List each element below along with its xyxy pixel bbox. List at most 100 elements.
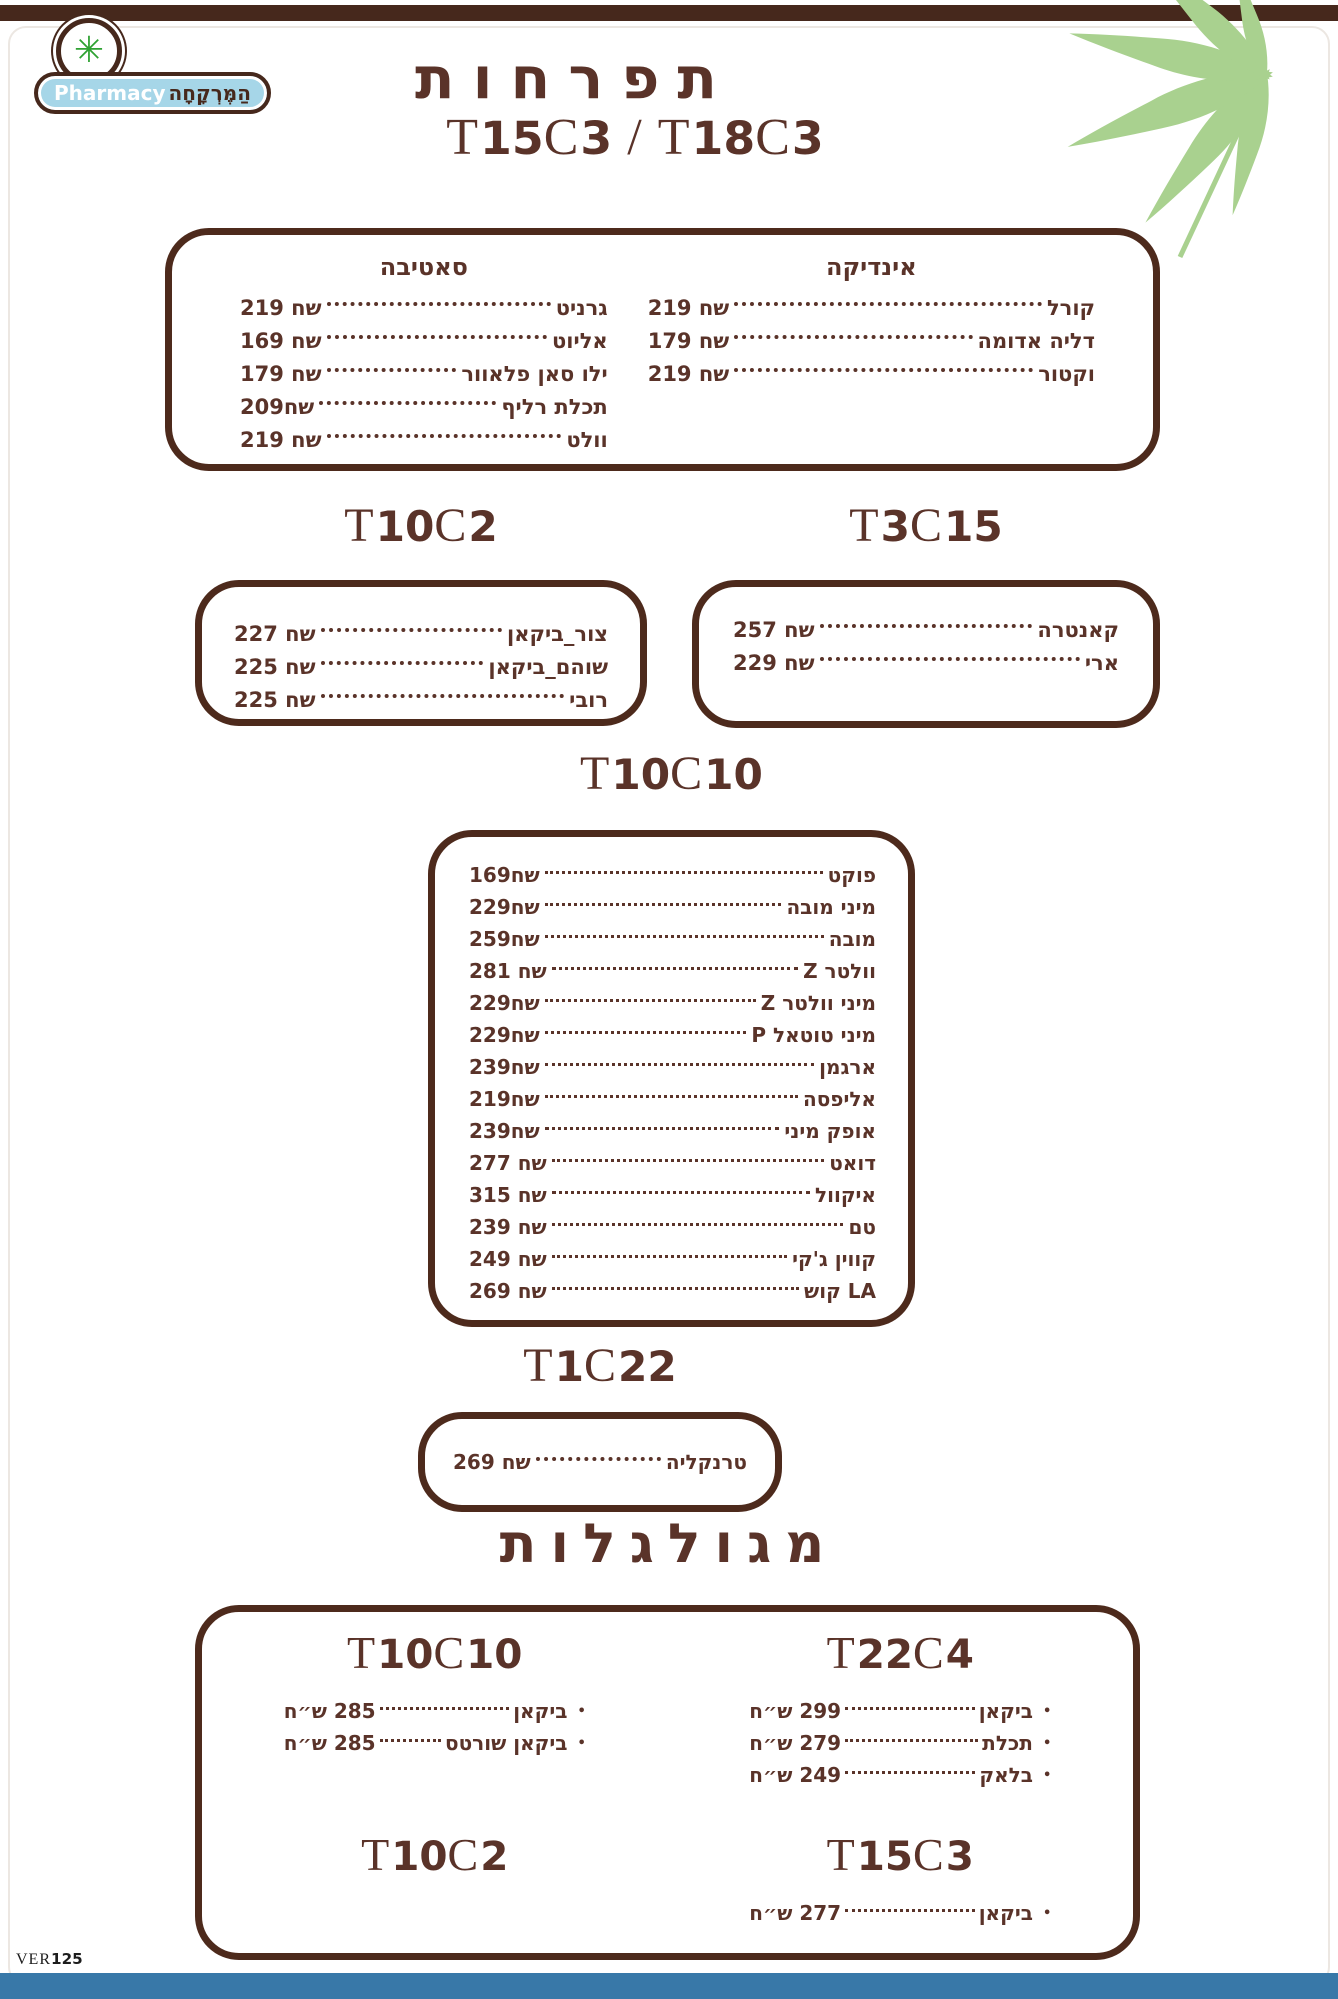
item-price: שח 169 — [240, 328, 322, 353]
item-price: שח219 — [469, 1087, 540, 1111]
item-price: שח 219 — [647, 295, 730, 320]
dotted-leader — [551, 1158, 825, 1162]
dotted-leader — [544, 998, 756, 1002]
item-price: שח 239 — [469, 1215, 547, 1239]
dotted-leader — [320, 628, 502, 632]
menu-item-row: קווין ג'קי שח 249 — [469, 1243, 876, 1275]
item-price: 277 ש״ח — [749, 1901, 842, 1925]
item-name: קורל — [1046, 295, 1095, 320]
item-price: שח 219 — [240, 427, 322, 452]
item-name: מיני טוטאל P — [751, 1023, 876, 1047]
item-price: שח229 — [469, 1023, 540, 1047]
rolled-section-title: מגולגלות — [499, 1512, 839, 1575]
item-price: שח 277 — [469, 1151, 547, 1175]
menu-item-row: אליוט שח 169 — [240, 324, 608, 357]
item-name: מיני וולטר Z — [760, 991, 876, 1015]
menu-item-row: ביקאן 285 ש״ח — [284, 1695, 586, 1727]
t1c22-item-list: טרנקליה שח 269 — [453, 1446, 747, 1479]
dotted-leader — [379, 1706, 510, 1710]
section-title-t1c22: T1C22 — [523, 1339, 677, 1392]
dotted-leader — [379, 1738, 441, 1742]
indica-header: אינדיקה — [825, 253, 917, 281]
item-name: ארי — [1084, 650, 1119, 675]
dotted-leader — [326, 434, 562, 438]
item-price: שח239 — [469, 1055, 540, 1079]
dotted-leader — [326, 302, 551, 306]
pharmacy-logo: ✳ Pharmacy הַמֶּרְקָחָה — [34, 18, 271, 114]
item-price: שח 229 — [733, 650, 815, 675]
menu-item-row: תכלת 279 ש״ח — [749, 1727, 1051, 1759]
item-price: שח 281 — [469, 959, 547, 983]
dotted-leader — [734, 302, 1042, 306]
item-name: קאנטרה — [1037, 617, 1119, 642]
item-price: שח 179 — [647, 328, 730, 353]
menu-item-row: בלאק 249 ש״ח — [749, 1759, 1051, 1791]
menu-item-row: טם שח 239 — [469, 1211, 876, 1243]
t22c4-item-list: ביקאן 299 ש״ח תכלת 279 ש״ח בלאק 249 ש״ח — [749, 1695, 1051, 1791]
item-name: דואט — [829, 1151, 876, 1175]
item-price: שח259 — [469, 927, 540, 951]
item-price: 249 ש״ח — [749, 1763, 842, 1787]
item-name: וולטר Z — [803, 959, 876, 983]
t3c15-menu-box: קאנטרה שח 257 ארי שח 229 — [692, 580, 1160, 728]
t10c2-item-list: צור_ביקאן שח 227 שוהם_ביקאן שח 225 רובי … — [234, 617, 608, 716]
dotted-leader — [734, 335, 973, 339]
t1c22-menu-box: טרנקליה שח 269 — [418, 1412, 782, 1512]
section-title-t10c2: T10C2 — [344, 499, 498, 552]
menu-item-row: מיני טוטאל P שח229 — [469, 1019, 876, 1051]
item-name: תכלת רליף — [501, 394, 608, 419]
item-price: שח 219 — [240, 295, 322, 320]
item-name: שוהם_ביקאן — [488, 654, 608, 679]
menu-item-row: ביקאן 277 ש״ח — [749, 1897, 1051, 1929]
menu-item-row: LA קוש שח 269 — [469, 1275, 876, 1307]
rolled-t10c10-item-list: ביקאן 285 ש״ח ביקאן שורטס 285 ש״ח — [284, 1695, 586, 1759]
item-name: רובי — [569, 687, 608, 712]
dotted-leader — [551, 1254, 788, 1258]
rolled-t10c10-section: T10C10 ביקאן 285 ש״ח ביקאן שורטס 285 ש״ח — [202, 1626, 668, 1824]
item-price: 285 ש״ח — [283, 1731, 376, 1755]
item-price: שח 225 — [234, 687, 316, 712]
t10c10-menu-box: פוקט שח169 מיני מובה שח229 מובה שח259 וו… — [428, 830, 915, 1327]
menu-item-row: מיני וולטר Z שח229 — [469, 987, 876, 1019]
item-price: שח 227 — [234, 621, 316, 646]
item-price: 299 ש״ח — [749, 1699, 842, 1723]
sativa-header: סאטיבה — [379, 253, 468, 281]
rolled-right-column: T22C4 ביקאן 299 ש״ח תכלת 279 ש״ח — [668, 1622, 1134, 1953]
item-price: שח 269 — [453, 1450, 531, 1474]
dotted-leader — [320, 661, 484, 665]
dotted-leader — [845, 1908, 975, 1912]
sativa-column: סאטיבה גרניט שח 219 אליוט שח 169 ילו סאן… — [218, 253, 630, 464]
sativa-item-list: גרניט שח 219 אליוט שח 169 ילו סאן פלאוור… — [240, 291, 608, 456]
menu-item-row: מיני מובה שח229 — [469, 891, 876, 923]
bottom-bar — [0, 1973, 1338, 1999]
section-title-t3c15: T3C15 — [849, 499, 1003, 552]
dotted-leader — [326, 335, 548, 339]
indica-item-list: קורל שח 219 דליה אדומה שח 179 וקטור שח 2… — [648, 291, 1095, 390]
cannabis-leaf-icon — [1061, 0, 1283, 259]
rolled-title-t22c4: T22C4 — [826, 1627, 974, 1678]
item-price: שח 269 — [469, 1279, 547, 1303]
rolled-title-t10c2: T10C2 — [361, 1829, 509, 1880]
dotted-leader — [734, 368, 1034, 372]
dotted-leader — [551, 1190, 810, 1194]
menu-item-row: וולטר Z שח 281 — [469, 955, 876, 987]
item-name: ילו סאן פלאוור — [461, 361, 608, 386]
t10c2-menu-box: צור_ביקאן שח 227 שוהם_ביקאן שח 225 רובי … — [195, 580, 647, 726]
dotted-leader — [845, 1770, 976, 1774]
dotted-leader — [535, 1456, 661, 1461]
menu-item-row: ילו סאן פלאוור שח 179 — [240, 357, 608, 390]
t3c15-item-list: קאנטרה שח 257 ארי שח 229 — [733, 613, 1119, 679]
dotted-leader — [845, 1738, 979, 1742]
item-name: בלאק — [979, 1763, 1033, 1787]
item-name: וולט — [566, 427, 608, 452]
menu-item-row: ארי שח 229 — [733, 646, 1119, 679]
dotted-leader — [544, 870, 823, 874]
item-name: דליה אדומה — [977, 328, 1095, 353]
dotted-leader — [819, 657, 1080, 661]
menu-item-row: קורל שח 219 — [648, 291, 1095, 324]
item-name: טם — [848, 1215, 876, 1239]
item-price: שח 257 — [733, 617, 815, 642]
t10c10-item-list: פוקט שח169 מיני מובה שח229 מובה שח259 וו… — [469, 859, 876, 1307]
top-bar — [0, 5, 1338, 21]
item-name: LA קוש — [804, 1279, 876, 1303]
